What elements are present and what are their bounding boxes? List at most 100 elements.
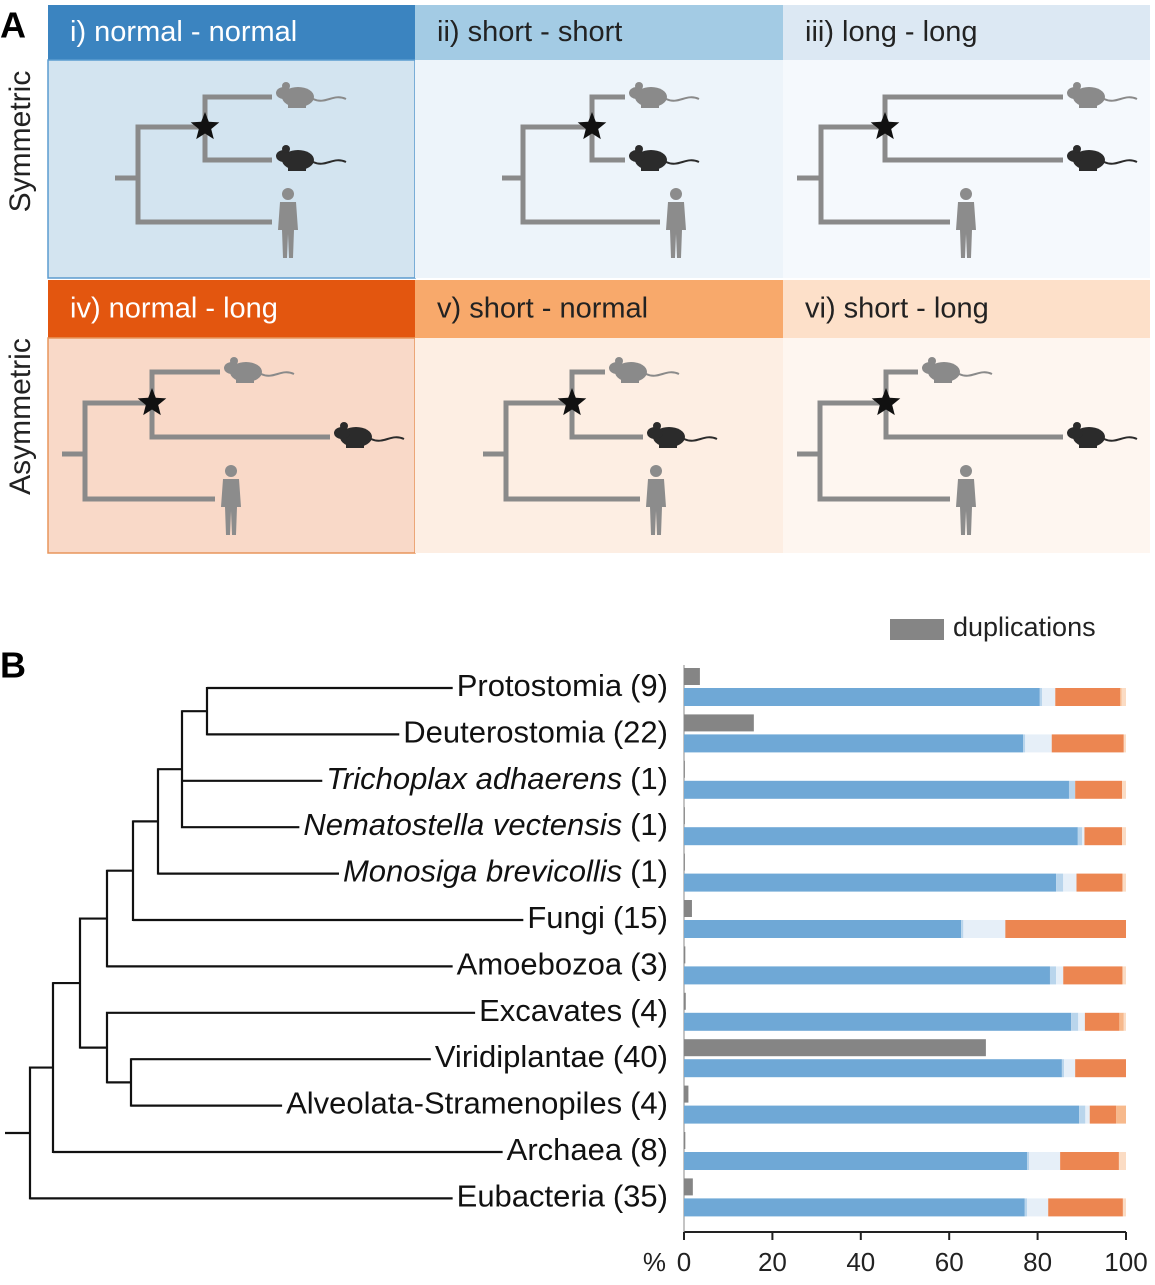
stack-segment <box>1123 734 1126 753</box>
stack-segment <box>1077 827 1083 846</box>
stack-segment <box>1063 873 1077 892</box>
stack-segment <box>1048 1198 1123 1217</box>
human-head <box>225 465 237 477</box>
row-label: Symmetric <box>4 71 37 213</box>
stack-segment <box>1122 966 1126 985</box>
human-head <box>650 465 662 477</box>
category-label: Fungi (15) <box>527 900 668 935</box>
mouse-feet <box>934 379 952 383</box>
human-head <box>960 188 972 200</box>
stack-segment <box>684 827 1078 846</box>
mouse-icon <box>629 145 700 171</box>
category-label: Excavates (4) <box>479 993 668 1028</box>
mouse-head <box>276 150 292 162</box>
cell-header <box>783 280 1150 338</box>
human-head <box>282 188 294 200</box>
stack-segment <box>684 1012 1072 1031</box>
category-label: Monosiga brevicollis (1) <box>343 854 668 889</box>
mouse-tail <box>683 436 718 442</box>
mouse-head <box>609 362 625 374</box>
human-body <box>956 202 976 258</box>
mouse-tail <box>370 436 405 442</box>
stack-segment <box>1068 780 1076 799</box>
x-tick-label: 100 <box>1104 1247 1147 1277</box>
duplication-star <box>870 112 900 140</box>
mouse-feet <box>1079 444 1097 448</box>
stack-segment <box>1122 827 1126 846</box>
cell-title: ii) short - short <box>437 16 622 48</box>
category-label: Protostomia (9) <box>457 668 668 703</box>
taxon-count: (22) <box>613 715 668 750</box>
mouse-ear <box>340 422 348 430</box>
stack-segment <box>684 780 1069 799</box>
stack-segment <box>1075 780 1123 799</box>
cell-header <box>783 5 1150 60</box>
duplication-bar <box>684 900 692 917</box>
mouse-tail <box>312 159 347 165</box>
mouse-tail <box>665 159 700 165</box>
species-tree <box>5 686 524 1200</box>
taxon-name: Protostomia <box>457 668 623 703</box>
duplication-bar <box>684 1178 693 1196</box>
stack-segment <box>1071 1012 1079 1031</box>
mouse-icon <box>224 357 295 383</box>
mouse-feet <box>659 444 677 448</box>
x-tick-label: 20 <box>758 1247 787 1277</box>
x-tick-label: 60 <box>935 1247 964 1277</box>
duplication-bar <box>684 668 700 685</box>
stack-segment <box>1075 1059 1126 1078</box>
category-label: Archaea (8) <box>507 1132 668 1167</box>
stack-segment <box>1063 966 1123 985</box>
cell-body <box>415 60 783 278</box>
mouse-ear <box>282 82 290 90</box>
stack-segment <box>1029 1152 1061 1170</box>
mouse-icon <box>276 145 347 171</box>
cell-header <box>48 5 415 60</box>
mouse-icon <box>629 82 700 108</box>
taxon-name: Monosiga brevicollis <box>343 854 622 889</box>
stack-segment <box>684 966 1050 985</box>
category-label: Viridiplantae (40) <box>435 1039 668 1074</box>
taxon-count: (4) <box>630 1086 668 1121</box>
taxon-count: (35) <box>613 1179 668 1214</box>
mouse-head <box>1067 150 1083 162</box>
mouse-head <box>276 87 292 99</box>
duplication-star <box>577 112 607 140</box>
mouse-tail <box>260 371 295 377</box>
human-head <box>670 188 682 200</box>
mouse-head <box>224 362 240 374</box>
stack-segment <box>1056 873 1064 892</box>
stack-segment <box>1026 1198 1049 1217</box>
stack-segment <box>1121 688 1126 706</box>
stack-segment <box>1120 688 1122 706</box>
panel-label: A <box>0 5 26 46</box>
stack-segment <box>1023 734 1026 753</box>
mouse-icon <box>276 82 347 108</box>
mouse-feet <box>236 379 254 383</box>
duplication-bar <box>684 946 686 964</box>
taxon-name: Archaea <box>507 1132 623 1167</box>
stack-segment <box>684 920 962 938</box>
stack-segment <box>1024 1198 1027 1217</box>
stack-segment <box>1079 1105 1086 1124</box>
mouse-tail <box>1103 96 1138 102</box>
stack-segment <box>684 1152 1027 1170</box>
panel-label: B <box>0 645 26 686</box>
human-icon <box>666 188 686 258</box>
mouse-head <box>922 362 938 374</box>
cell-title: i) normal - normal <box>70 16 297 48</box>
human-icon <box>646 465 666 535</box>
x-tick-label: 40 <box>846 1247 875 1277</box>
mouse-icon <box>609 357 680 383</box>
duplication-star <box>137 388 167 416</box>
mouse-ear <box>1073 82 1081 90</box>
legend-label: duplications <box>953 612 1096 642</box>
taxon-count: (40) <box>613 1039 668 1074</box>
taxon-name: Trichoplax adhaerens <box>326 761 622 796</box>
human-body <box>646 479 666 535</box>
stack-segment <box>1082 827 1085 846</box>
duplication-bar <box>684 1085 689 1103</box>
stack-segment <box>1122 780 1126 799</box>
stack-segment <box>1123 1012 1126 1031</box>
